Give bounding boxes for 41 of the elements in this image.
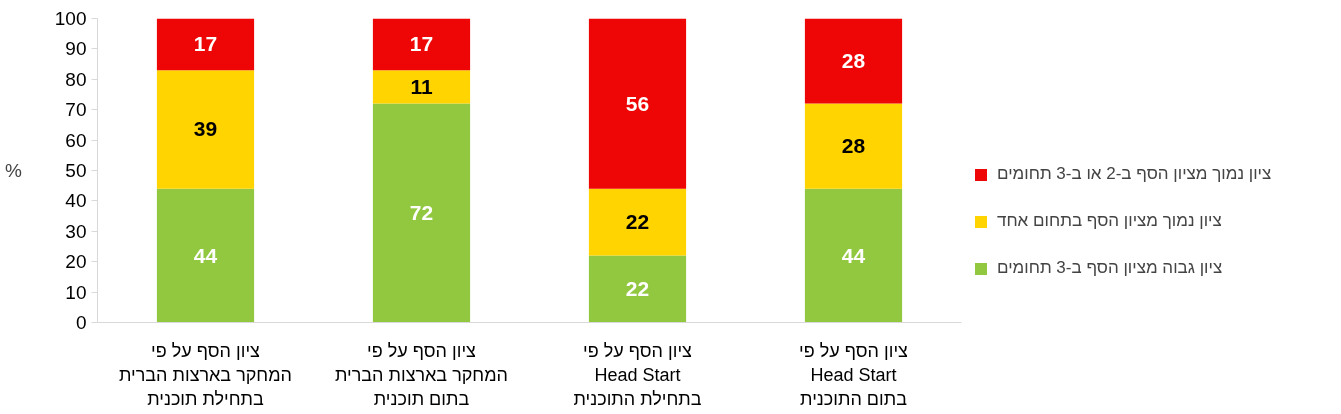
bar — [372, 70, 471, 104]
data-label: 28 — [841, 49, 866, 73]
data-label: 39 — [193, 117, 218, 141]
bar — [156, 70, 255, 189]
y-tick-label: 10 — [65, 281, 87, 303]
y-tick-label: 90 — [65, 38, 87, 60]
y-tick-label: 0 — [75, 312, 87, 333]
y-tick-label: 40 — [65, 190, 87, 212]
data-label: 44 — [841, 243, 866, 267]
bar — [372, 103, 471, 323]
bar — [372, 18, 471, 71]
y-tick-label: 80 — [65, 68, 87, 90]
y-tick-label: 60 — [65, 129, 87, 151]
data-label: 17 — [409, 32, 434, 56]
bar — [588, 255, 687, 323]
legend-label: ציון גבוה מציון הסף ב-3 תחומים — [997, 258, 1223, 278]
bar — [804, 188, 903, 323]
x-tick-label: ציון הסף על פי המחקר בארצות הברית בתחילת תוכנית — [119, 340, 293, 409]
legend-label: ציון נמוך מציון הסף בתחום אחד — [997, 211, 1222, 231]
y-axis-title: % — [4, 160, 22, 181]
bar — [156, 18, 255, 71]
data-label: 22 — [625, 210, 650, 234]
data-label: 28 — [841, 134, 866, 158]
data-label: 56 — [625, 91, 650, 115]
bar — [588, 18, 687, 189]
y-tick-label: 50 — [65, 160, 87, 181]
data-label: 17 — [193, 32, 218, 56]
bar — [588, 188, 687, 256]
legend-label: ציון נמוך מציון הסף ב-2 או ב-3 תחומים — [997, 164, 1272, 184]
y-tick-label: 20 — [65, 251, 87, 273]
data-label: 72 — [409, 201, 434, 225]
bar — [156, 188, 255, 323]
data-label: 44 — [193, 243, 218, 267]
y-tick-label: 70 — [65, 99, 87, 121]
bar — [804, 18, 903, 104]
data-label: 11 — [410, 74, 433, 98]
bar — [804, 103, 903, 189]
x-tick-label: ציון הסף על פי המחקר בארצות הברית בתום תוכנית — [335, 340, 509, 409]
y-tick-label: 100 — [54, 8, 87, 29]
data-label: 22 — [625, 277, 650, 301]
y-tick-label: 30 — [65, 220, 87, 242]
